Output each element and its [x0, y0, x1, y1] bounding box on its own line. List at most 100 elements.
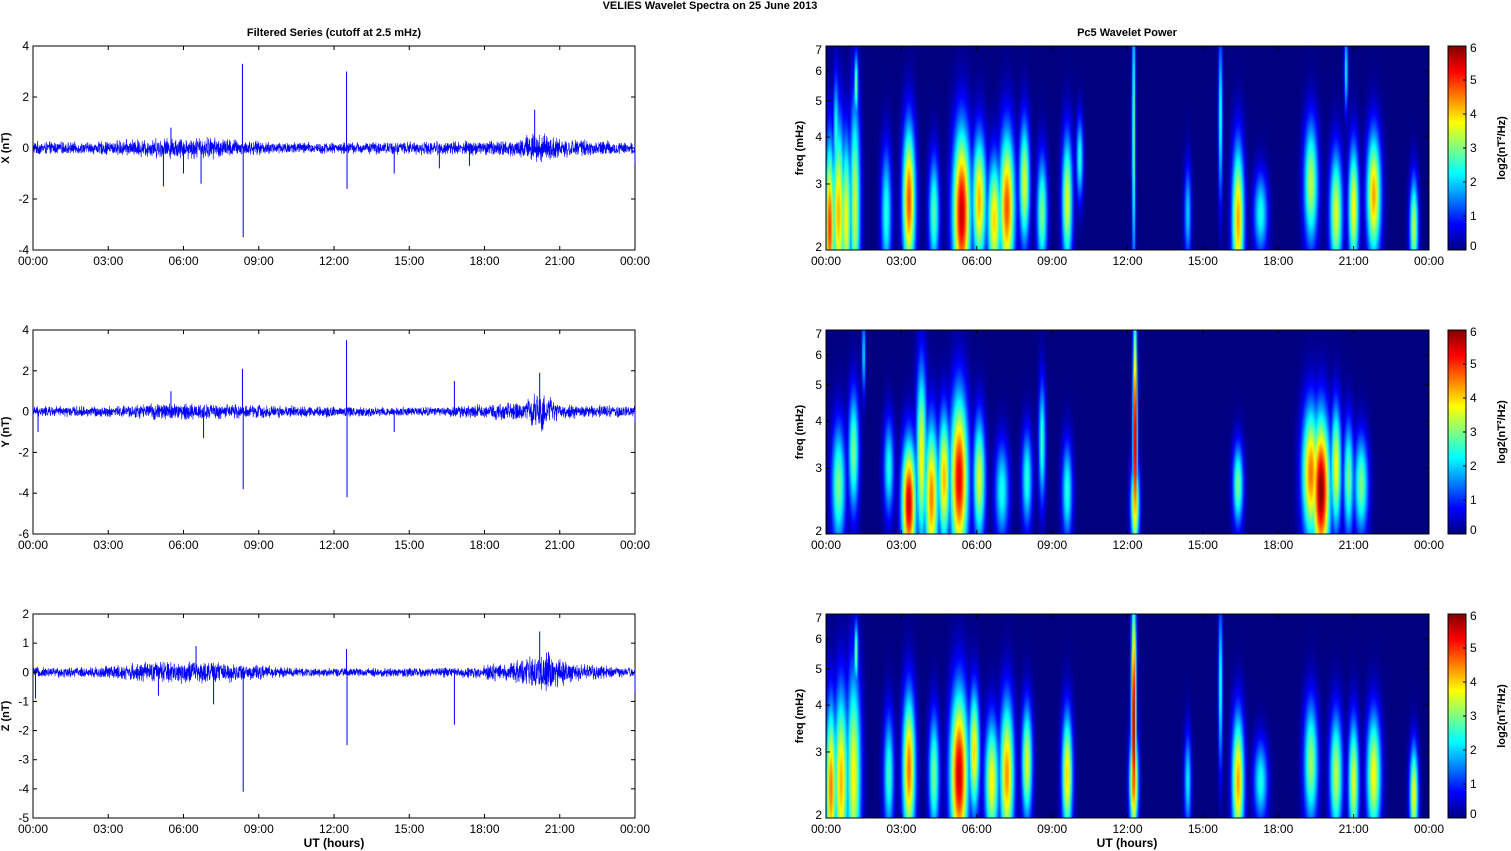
- colorbar-tick-label: 0: [1470, 807, 1477, 821]
- colorbar-tick-label: 5: [1470, 641, 1477, 655]
- x-tick-label: 00:00: [1414, 822, 1444, 836]
- y-tick-label: -3: [18, 753, 29, 767]
- x-tick-label: 00:00: [1414, 254, 1444, 268]
- data-line: [32, 651, 636, 692]
- x-tick-label: 12:00: [1112, 538, 1142, 552]
- y-tick-label: 6: [815, 64, 822, 78]
- x-tick-label: 18:00: [469, 822, 499, 836]
- y-tick-label: 3: [815, 461, 822, 475]
- x-tick-label: 03:00: [93, 254, 123, 268]
- data-line: [32, 393, 636, 432]
- colorbar-tick-label: 4: [1470, 391, 1477, 405]
- wavelet-power-image: [826, 46, 1429, 250]
- y-tick-label: 4: [815, 414, 822, 428]
- x-tick-label: 09:00: [1037, 538, 1067, 552]
- plot-frame: [32, 613, 636, 819]
- y-tick-label: 3: [815, 745, 822, 759]
- x-tick-label: 00:00: [18, 538, 48, 552]
- y-tick-label: -5: [18, 811, 29, 825]
- y-tick-label: -2: [18, 192, 29, 206]
- x-tick-label: 18:00: [469, 538, 499, 552]
- x-tick-label: 21:00: [1339, 822, 1369, 836]
- y-tick-label: -4: [18, 486, 29, 500]
- colorbar-tick-label: 3: [1470, 425, 1477, 439]
- x-tick-label: 09:00: [244, 822, 274, 836]
- colorbar-tick-label: 2: [1470, 459, 1477, 473]
- colorbar-label: log2(nT²/Hz): [1496, 684, 1508, 748]
- y-tick-label: 7: [815, 43, 822, 57]
- y-tick-label: 6: [815, 632, 822, 646]
- y-tick-label: 2: [22, 364, 29, 378]
- figure-title: VELIES Wavelet Spectra on 25 June 2013: [603, 0, 818, 12]
- y-tick-label: 0: [22, 405, 29, 419]
- x-tick-label: 12:00: [1112, 822, 1142, 836]
- x-tick-label: 00:00: [620, 254, 650, 268]
- x-tick-label: 12:00: [319, 538, 349, 552]
- y-tick-label: 6: [815, 348, 822, 362]
- y-tick-label: 4: [22, 39, 29, 53]
- x-tick-label: 00:00: [18, 822, 48, 836]
- x-tick-label: 09:00: [1037, 254, 1067, 268]
- x-tick-label: 00:00: [18, 254, 48, 268]
- x-tick-label: 00:00: [811, 254, 841, 268]
- colorbar-tick-label: 1: [1470, 493, 1477, 507]
- x-tick-label: 12:00: [319, 254, 349, 268]
- x-tick-label: 06:00: [962, 254, 992, 268]
- x-tick-label: 18:00: [1263, 254, 1293, 268]
- colorbar-tick-label: 0: [1470, 523, 1477, 537]
- y-tick-label: -2: [18, 724, 29, 738]
- colorbar-tick-label: 6: [1470, 609, 1477, 623]
- y-tick-label: -6: [18, 527, 29, 541]
- x-tick-label: 06:00: [962, 822, 992, 836]
- x-tick-label: 00:00: [620, 822, 650, 836]
- wavelet-power-image: [826, 330, 1429, 534]
- y-tick-label: 0: [22, 141, 29, 155]
- colorbar-label: log2(nT²/Hz): [1496, 116, 1508, 180]
- x-tick-label: 18:00: [1263, 822, 1293, 836]
- right-column-title: Pc5 Wavelet Power: [1077, 27, 1178, 39]
- y-tick-label: 0: [22, 665, 29, 679]
- x-tick-label: 15:00: [1188, 822, 1218, 836]
- y-axis-label: freq (mHz): [794, 120, 806, 175]
- plot-frame: [32, 329, 636, 535]
- y-tick-label: 3: [815, 177, 822, 191]
- x-tick-label: 21:00: [545, 538, 575, 552]
- series-panel-x: -4 -2 0 2 4 00:00 03:00 06:00 09:00 12:00 15:00 18:…: [0, 39, 650, 268]
- x-tick-label: 18:00: [469, 254, 499, 268]
- wavelet-panel-y: 2 3 4 5 6 7 00:00 03:00 06:00 09:00 12:00 15:00 18:0…: [794, 325, 1508, 552]
- y-tick-label: 1: [22, 636, 29, 650]
- y-tick-label: 4: [815, 130, 822, 144]
- series-panel-y: -6 -4 -2 0 2 4 00:00 03:00 06:00 09:00 12:00 15:00 1…: [0, 323, 650, 552]
- x-tick-label: 06:00: [168, 538, 198, 552]
- x-tick-label: 00:00: [811, 538, 841, 552]
- x-tick-label: 03:00: [886, 538, 916, 552]
- x-tick-label: 00:00: [811, 822, 841, 836]
- y-tick-label: 2: [22, 90, 29, 104]
- colorbar-tick-label: 1: [1470, 777, 1477, 791]
- colorbar-tick-label: 5: [1470, 73, 1477, 87]
- x-tick-label: 15:00: [394, 822, 424, 836]
- y-tick-label: 7: [815, 611, 822, 625]
- x-tick-label: 21:00: [545, 822, 575, 836]
- colorbar-tick-label: 6: [1470, 325, 1477, 339]
- colorbar-tick-label: 0: [1470, 239, 1477, 253]
- x-tick-label: 15:00: [1188, 254, 1218, 268]
- series-panel-z: -5 -4 -3 -2 -1 0 1 2 00:00 03:00 06:00 09:00 12:00 15…: [0, 607, 650, 836]
- x-tick-label: 06:00: [962, 538, 992, 552]
- y-axis-label: X (nT): [0, 132, 12, 163]
- y-tick-label: 4: [815, 698, 822, 712]
- colorbar: 0 1 2 3 4 5 6 log2(nT²/Hz): [1447, 609, 1508, 821]
- y-axis-label: freq (mHz): [794, 688, 806, 743]
- y-tick-label: -4: [18, 243, 29, 257]
- colorbar: 0 1 2 3 4 5 6 log2(nT²/Hz): [1447, 325, 1508, 537]
- y-tick-label: 5: [815, 378, 822, 392]
- colorbar-tick-label: 6: [1470, 41, 1477, 55]
- x-tick-label: 00:00: [620, 538, 650, 552]
- y-tick-label: 7: [815, 327, 822, 341]
- wavelet-power-image: [826, 614, 1429, 818]
- right-xlabel: UT (hours): [1097, 836, 1158, 850]
- y-tick-label: 4: [22, 323, 29, 337]
- x-tick-label: 00:00: [1414, 538, 1444, 552]
- colorbar-tick-label: 5: [1470, 357, 1477, 371]
